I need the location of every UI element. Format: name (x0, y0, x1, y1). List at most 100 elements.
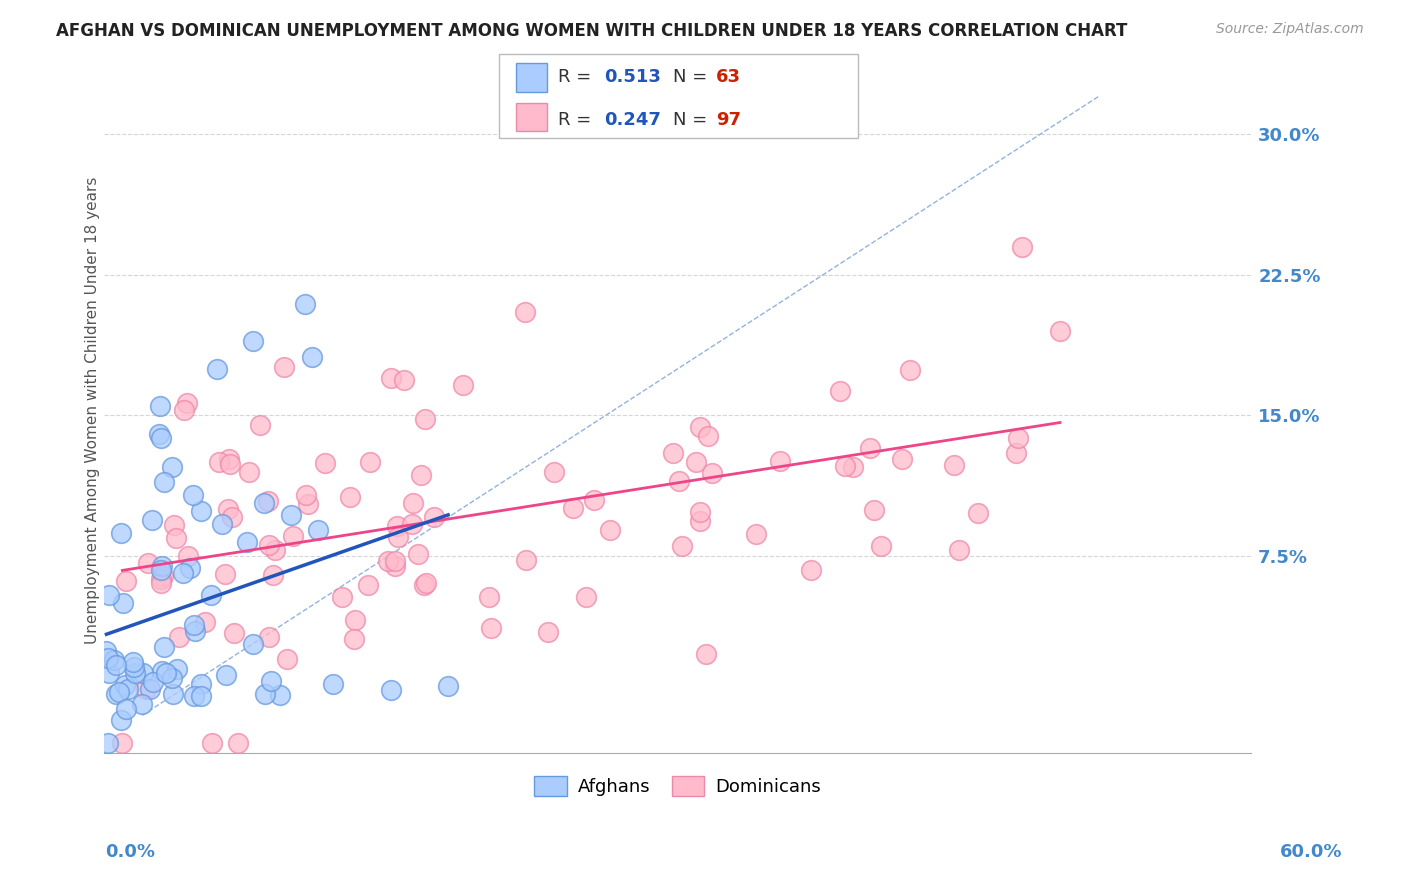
Point (384, 554, 406, 568)
Point (226, 736, 249, 750)
Point (218, 451, 240, 466)
Point (152, 569, 174, 583)
Point (190, 504, 212, 518)
Point (160, 460, 183, 475)
Point (114, 678, 136, 692)
Point (104, 688, 127, 702)
Point (662, 446, 685, 460)
Point (437, 679, 460, 693)
Point (842, 459, 865, 474)
Point (343, 613, 366, 627)
Point (689, 514, 711, 528)
Point (257, 494, 280, 508)
Point (515, 553, 537, 567)
Point (152, 664, 174, 678)
Point (150, 576, 173, 591)
Point (339, 490, 361, 504)
Point (666, 89, 689, 103)
Point (543, 466, 565, 480)
Point (357, 578, 380, 592)
Point (392, 373, 415, 387)
Text: 63: 63 (716, 69, 741, 87)
Point (377, 554, 399, 568)
Point (402, 496, 425, 510)
Point (222, 626, 245, 640)
Point (280, 508, 302, 522)
Point (139, 681, 162, 696)
Point (294, 297, 316, 311)
Point (97, 650, 120, 665)
Point (162, 687, 184, 701)
Point (181, 488, 204, 502)
Point (297, 497, 319, 511)
Point (218, 457, 240, 471)
Point (172, 566, 194, 580)
Point (214, 567, 236, 582)
Point (211, 516, 233, 531)
Point (135, 681, 157, 696)
Point (124, 665, 146, 680)
Point (479, 621, 502, 635)
Point (409, 468, 432, 483)
Text: 60.0%: 60.0% (1281, 843, 1343, 861)
Point (359, 455, 381, 469)
Text: N =: N = (673, 111, 713, 128)
Point (276, 651, 298, 665)
Point (943, 458, 966, 472)
Point (190, 677, 212, 691)
Point (561, 500, 583, 515)
Point (281, 528, 304, 542)
Point (114, 702, 136, 716)
Point (122, 660, 145, 674)
Point (155, 665, 177, 680)
Point (179, 560, 201, 574)
Point (260, 673, 283, 688)
Point (1011, 239, 1033, 253)
Point (967, 507, 990, 521)
Point (343, 632, 366, 647)
Point (150, 563, 173, 577)
Point (97, 588, 120, 602)
Point (862, 503, 884, 517)
Point (208, 455, 231, 469)
Point (380, 683, 402, 698)
Text: 0.513: 0.513 (605, 69, 661, 87)
Point (165, 531, 187, 545)
Point (138, 556, 160, 570)
Text: 0.247: 0.247 (605, 111, 661, 128)
Point (744, 527, 766, 541)
Point (163, 517, 186, 532)
Point (513, 305, 536, 319)
Point (834, 458, 856, 473)
Point (107, 685, 129, 699)
Point (141, 513, 163, 527)
Point (194, 615, 217, 629)
Point (160, 671, 183, 685)
Text: R =: R = (558, 111, 598, 128)
Point (890, 451, 912, 466)
Point (412, 577, 434, 591)
Point (387, 530, 409, 544)
Point (148, 427, 170, 442)
Point (695, 648, 717, 662)
Point (830, 384, 852, 398)
Point (599, 523, 621, 537)
Point (142, 675, 165, 690)
Point (477, 590, 499, 604)
Point (384, 559, 406, 574)
Text: 0.0%: 0.0% (105, 843, 156, 861)
Point (177, 549, 200, 563)
Point (406, 547, 429, 561)
Point (183, 624, 205, 638)
Point (295, 488, 318, 502)
Point (308, 523, 330, 537)
Point (537, 625, 560, 640)
Point (671, 540, 693, 554)
Point (700, 466, 723, 480)
Point (221, 510, 243, 524)
Point (269, 688, 291, 702)
Point (150, 558, 173, 573)
Point (214, 667, 236, 681)
Text: Source: ZipAtlas.com: Source: ZipAtlas.com (1216, 22, 1364, 37)
Point (249, 417, 271, 432)
